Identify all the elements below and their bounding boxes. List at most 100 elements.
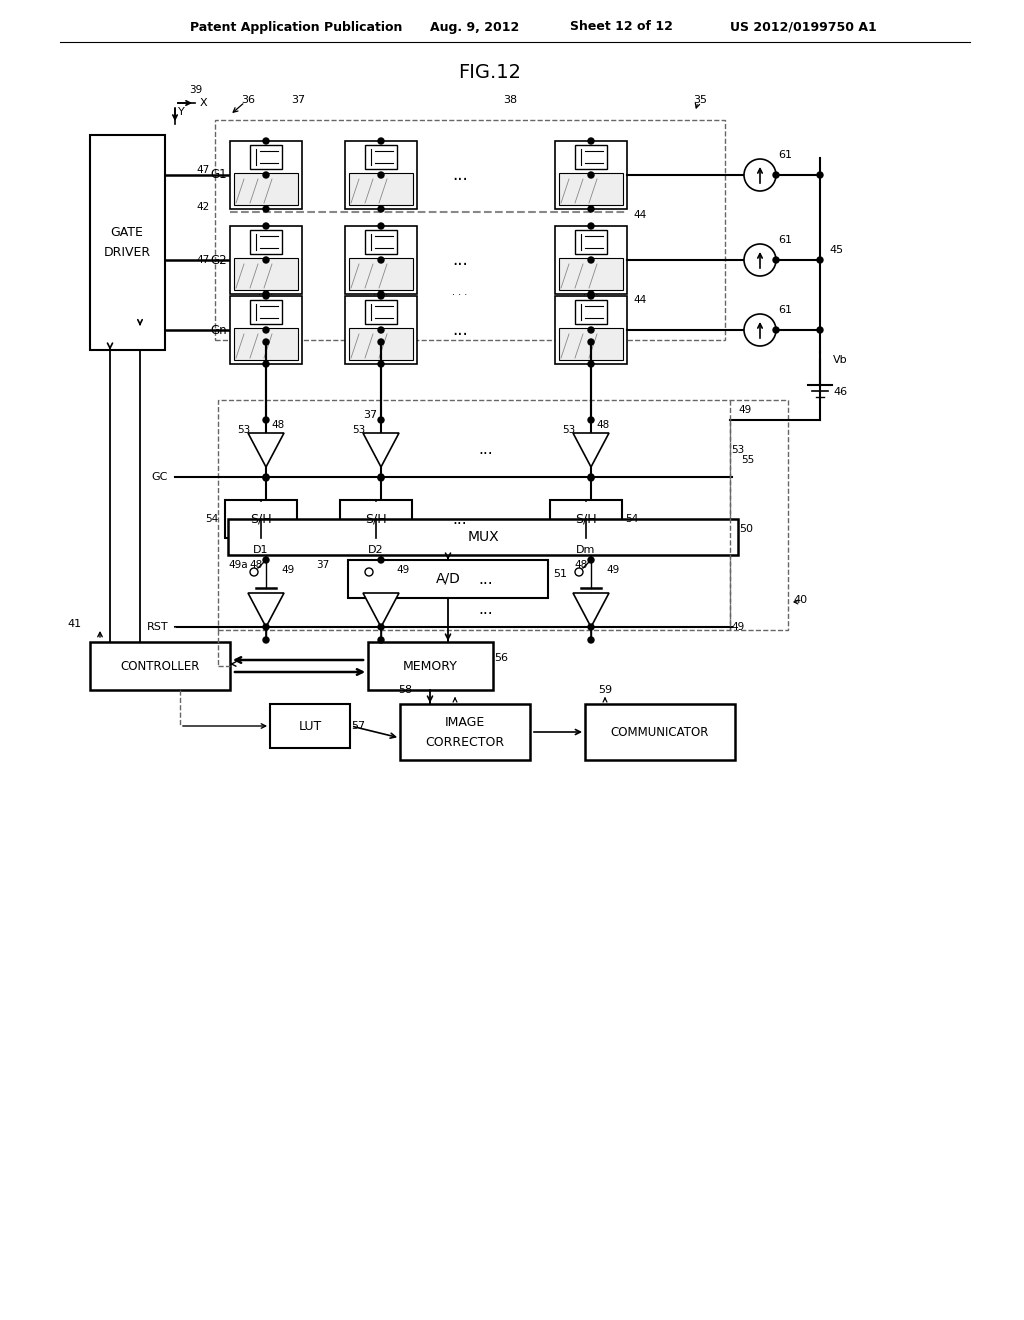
Bar: [575, 300, 607, 323]
Bar: [365, 300, 397, 323]
Circle shape: [263, 223, 269, 228]
Text: 53: 53: [562, 425, 575, 436]
Text: 47: 47: [197, 255, 210, 265]
Bar: [575, 230, 607, 253]
Polygon shape: [248, 593, 284, 627]
Bar: [345, 226, 417, 294]
Circle shape: [588, 206, 594, 213]
Bar: [348, 560, 548, 598]
Circle shape: [588, 417, 594, 422]
Circle shape: [378, 257, 384, 263]
Circle shape: [263, 624, 269, 630]
Text: 53: 53: [352, 425, 366, 436]
Text: 58: 58: [398, 685, 412, 696]
Bar: [230, 296, 302, 364]
Bar: [368, 642, 493, 690]
Circle shape: [378, 327, 384, 333]
Text: 42: 42: [197, 202, 210, 213]
Text: ...: ...: [478, 442, 494, 458]
Text: 44: 44: [634, 210, 646, 220]
Bar: [218, 400, 788, 630]
Text: 61: 61: [778, 305, 792, 315]
Circle shape: [588, 327, 594, 333]
Polygon shape: [248, 433, 284, 467]
Text: 51: 51: [553, 569, 567, 579]
Text: CORRECTOR: CORRECTOR: [425, 735, 505, 748]
Circle shape: [773, 257, 779, 263]
Circle shape: [263, 557, 269, 564]
Circle shape: [817, 327, 823, 333]
Bar: [349, 257, 413, 290]
Circle shape: [588, 360, 594, 367]
Text: G1: G1: [210, 169, 226, 181]
Text: D2: D2: [369, 545, 384, 554]
Circle shape: [263, 417, 269, 422]
Bar: [228, 519, 738, 554]
Text: COMMUNICATOR: COMMUNICATOR: [610, 726, 710, 738]
Circle shape: [817, 172, 823, 178]
Text: 41: 41: [68, 619, 82, 630]
Text: 48: 48: [250, 560, 262, 570]
Text: 48: 48: [596, 420, 609, 430]
Circle shape: [378, 474, 384, 480]
Text: Y: Y: [178, 107, 184, 117]
Circle shape: [378, 557, 384, 564]
Text: 47: 47: [197, 165, 210, 176]
Text: 49a: 49a: [228, 560, 248, 570]
Circle shape: [588, 638, 594, 643]
Polygon shape: [573, 433, 609, 467]
Circle shape: [588, 290, 594, 297]
Text: IMAGE: IMAGE: [444, 715, 485, 729]
Bar: [340, 500, 412, 539]
Bar: [250, 300, 282, 323]
Bar: [559, 327, 623, 360]
Text: 37: 37: [291, 95, 305, 106]
Text: 54: 54: [206, 513, 219, 524]
Text: 40: 40: [793, 595, 807, 605]
Bar: [250, 145, 282, 169]
Polygon shape: [573, 593, 609, 627]
Circle shape: [263, 474, 269, 480]
Bar: [234, 173, 298, 205]
Bar: [559, 173, 623, 205]
Text: RST: RST: [146, 622, 168, 632]
Circle shape: [263, 475, 269, 480]
Text: 48: 48: [574, 560, 588, 570]
Text: Patent Application Publication: Patent Application Publication: [190, 21, 402, 33]
Circle shape: [378, 475, 384, 480]
Circle shape: [744, 158, 776, 191]
Bar: [400, 704, 530, 760]
Bar: [575, 145, 607, 169]
Bar: [230, 141, 302, 209]
Text: 49: 49: [606, 565, 620, 576]
Circle shape: [378, 290, 384, 297]
Bar: [230, 226, 302, 294]
Circle shape: [773, 172, 779, 178]
Circle shape: [378, 223, 384, 228]
Text: 53: 53: [238, 425, 251, 436]
Text: X: X: [200, 98, 208, 108]
Text: MUX: MUX: [467, 531, 499, 544]
Bar: [365, 230, 397, 253]
Text: Vb: Vb: [833, 355, 847, 366]
Circle shape: [575, 568, 583, 576]
Text: 35: 35: [693, 95, 707, 106]
Text: 48: 48: [271, 420, 285, 430]
Text: 38: 38: [503, 95, 517, 106]
Circle shape: [378, 293, 384, 300]
Circle shape: [263, 638, 269, 643]
Circle shape: [588, 223, 594, 228]
Bar: [225, 500, 297, 539]
Text: S/H: S/H: [366, 512, 387, 525]
Text: 45: 45: [829, 246, 843, 255]
Bar: [550, 500, 622, 539]
Text: MEMORY: MEMORY: [402, 660, 458, 672]
Text: S/H: S/H: [575, 512, 597, 525]
Text: DRIVER: DRIVER: [103, 247, 151, 260]
Text: · · ·: · · ·: [374, 290, 389, 300]
Circle shape: [378, 360, 384, 367]
Text: GC: GC: [152, 473, 168, 482]
Circle shape: [588, 624, 594, 630]
Circle shape: [588, 172, 594, 178]
Text: ...: ...: [453, 511, 467, 527]
